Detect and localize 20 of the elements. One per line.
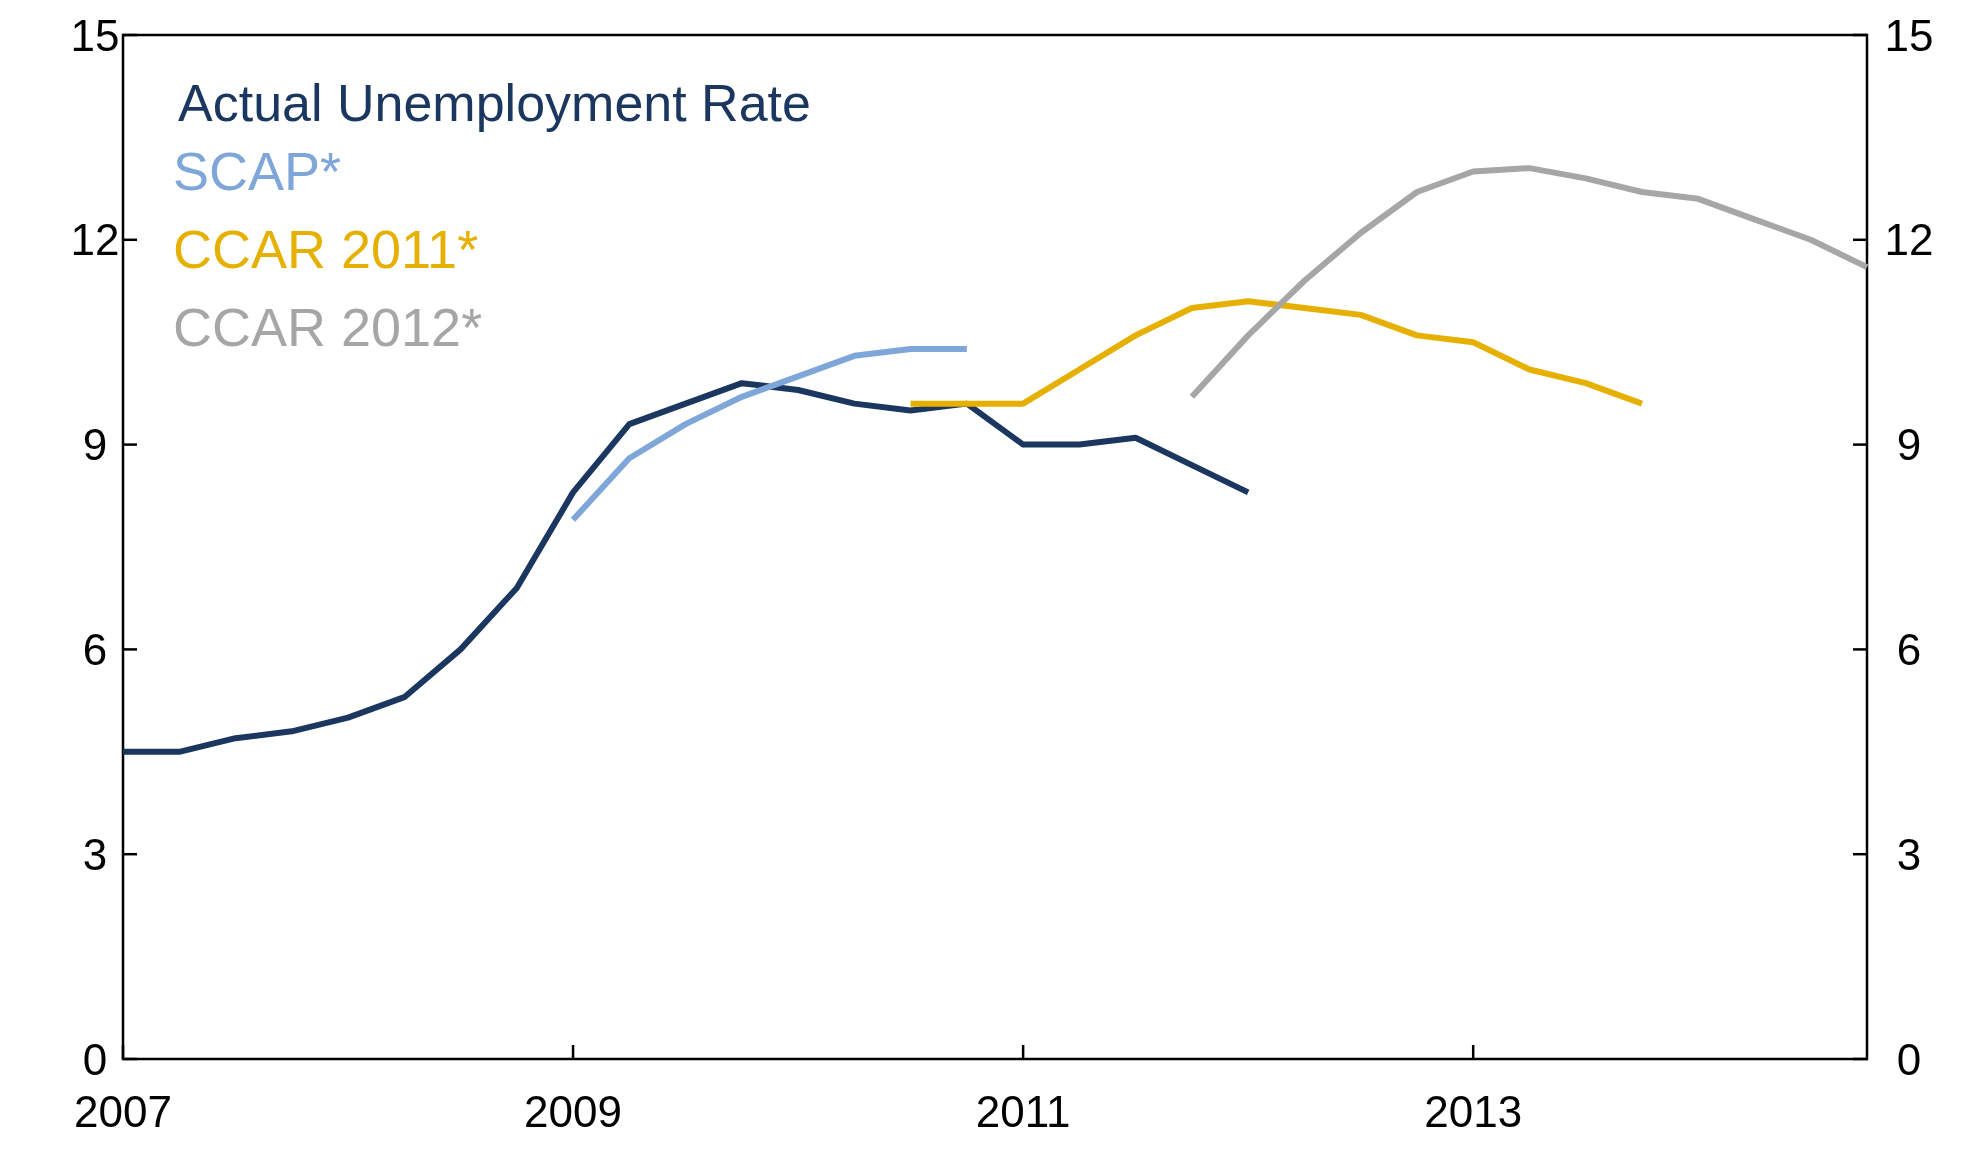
text: Actual Unemployment Rate [178, 74, 811, 132]
x-tick-label: 2009 [524, 1086, 623, 1136]
y2-tick-label: 9 [1896, 420, 1922, 470]
text: CCAR 2012* [173, 297, 483, 357]
y-tick-label: 12 [70, 215, 120, 265]
y-tick-label: 6 [82, 624, 108, 674]
text: CCAR 2011* [173, 219, 479, 279]
y2-tick-label: 12 [1884, 215, 1934, 265]
y2-tick-label: 0 [1896, 1034, 1922, 1084]
y2-tick-label: 15 [1884, 10, 1934, 60]
y-tick-label: 0 [82, 1034, 108, 1084]
x-tick-label: 2013 [1424, 1086, 1523, 1136]
y-tick-label: 3 [82, 829, 108, 879]
y2-tick-label: 3 [1896, 829, 1922, 879]
y2-tick-label: 6 [1896, 624, 1922, 674]
x-tick-label: 2011 [975, 1086, 1071, 1136]
x-tick-label: 2007 [74, 1086, 172, 1136]
text: SCAP* [173, 141, 342, 201]
y-tick-label: 9 [82, 420, 108, 470]
y-tick-label: 15 [70, 10, 120, 60]
